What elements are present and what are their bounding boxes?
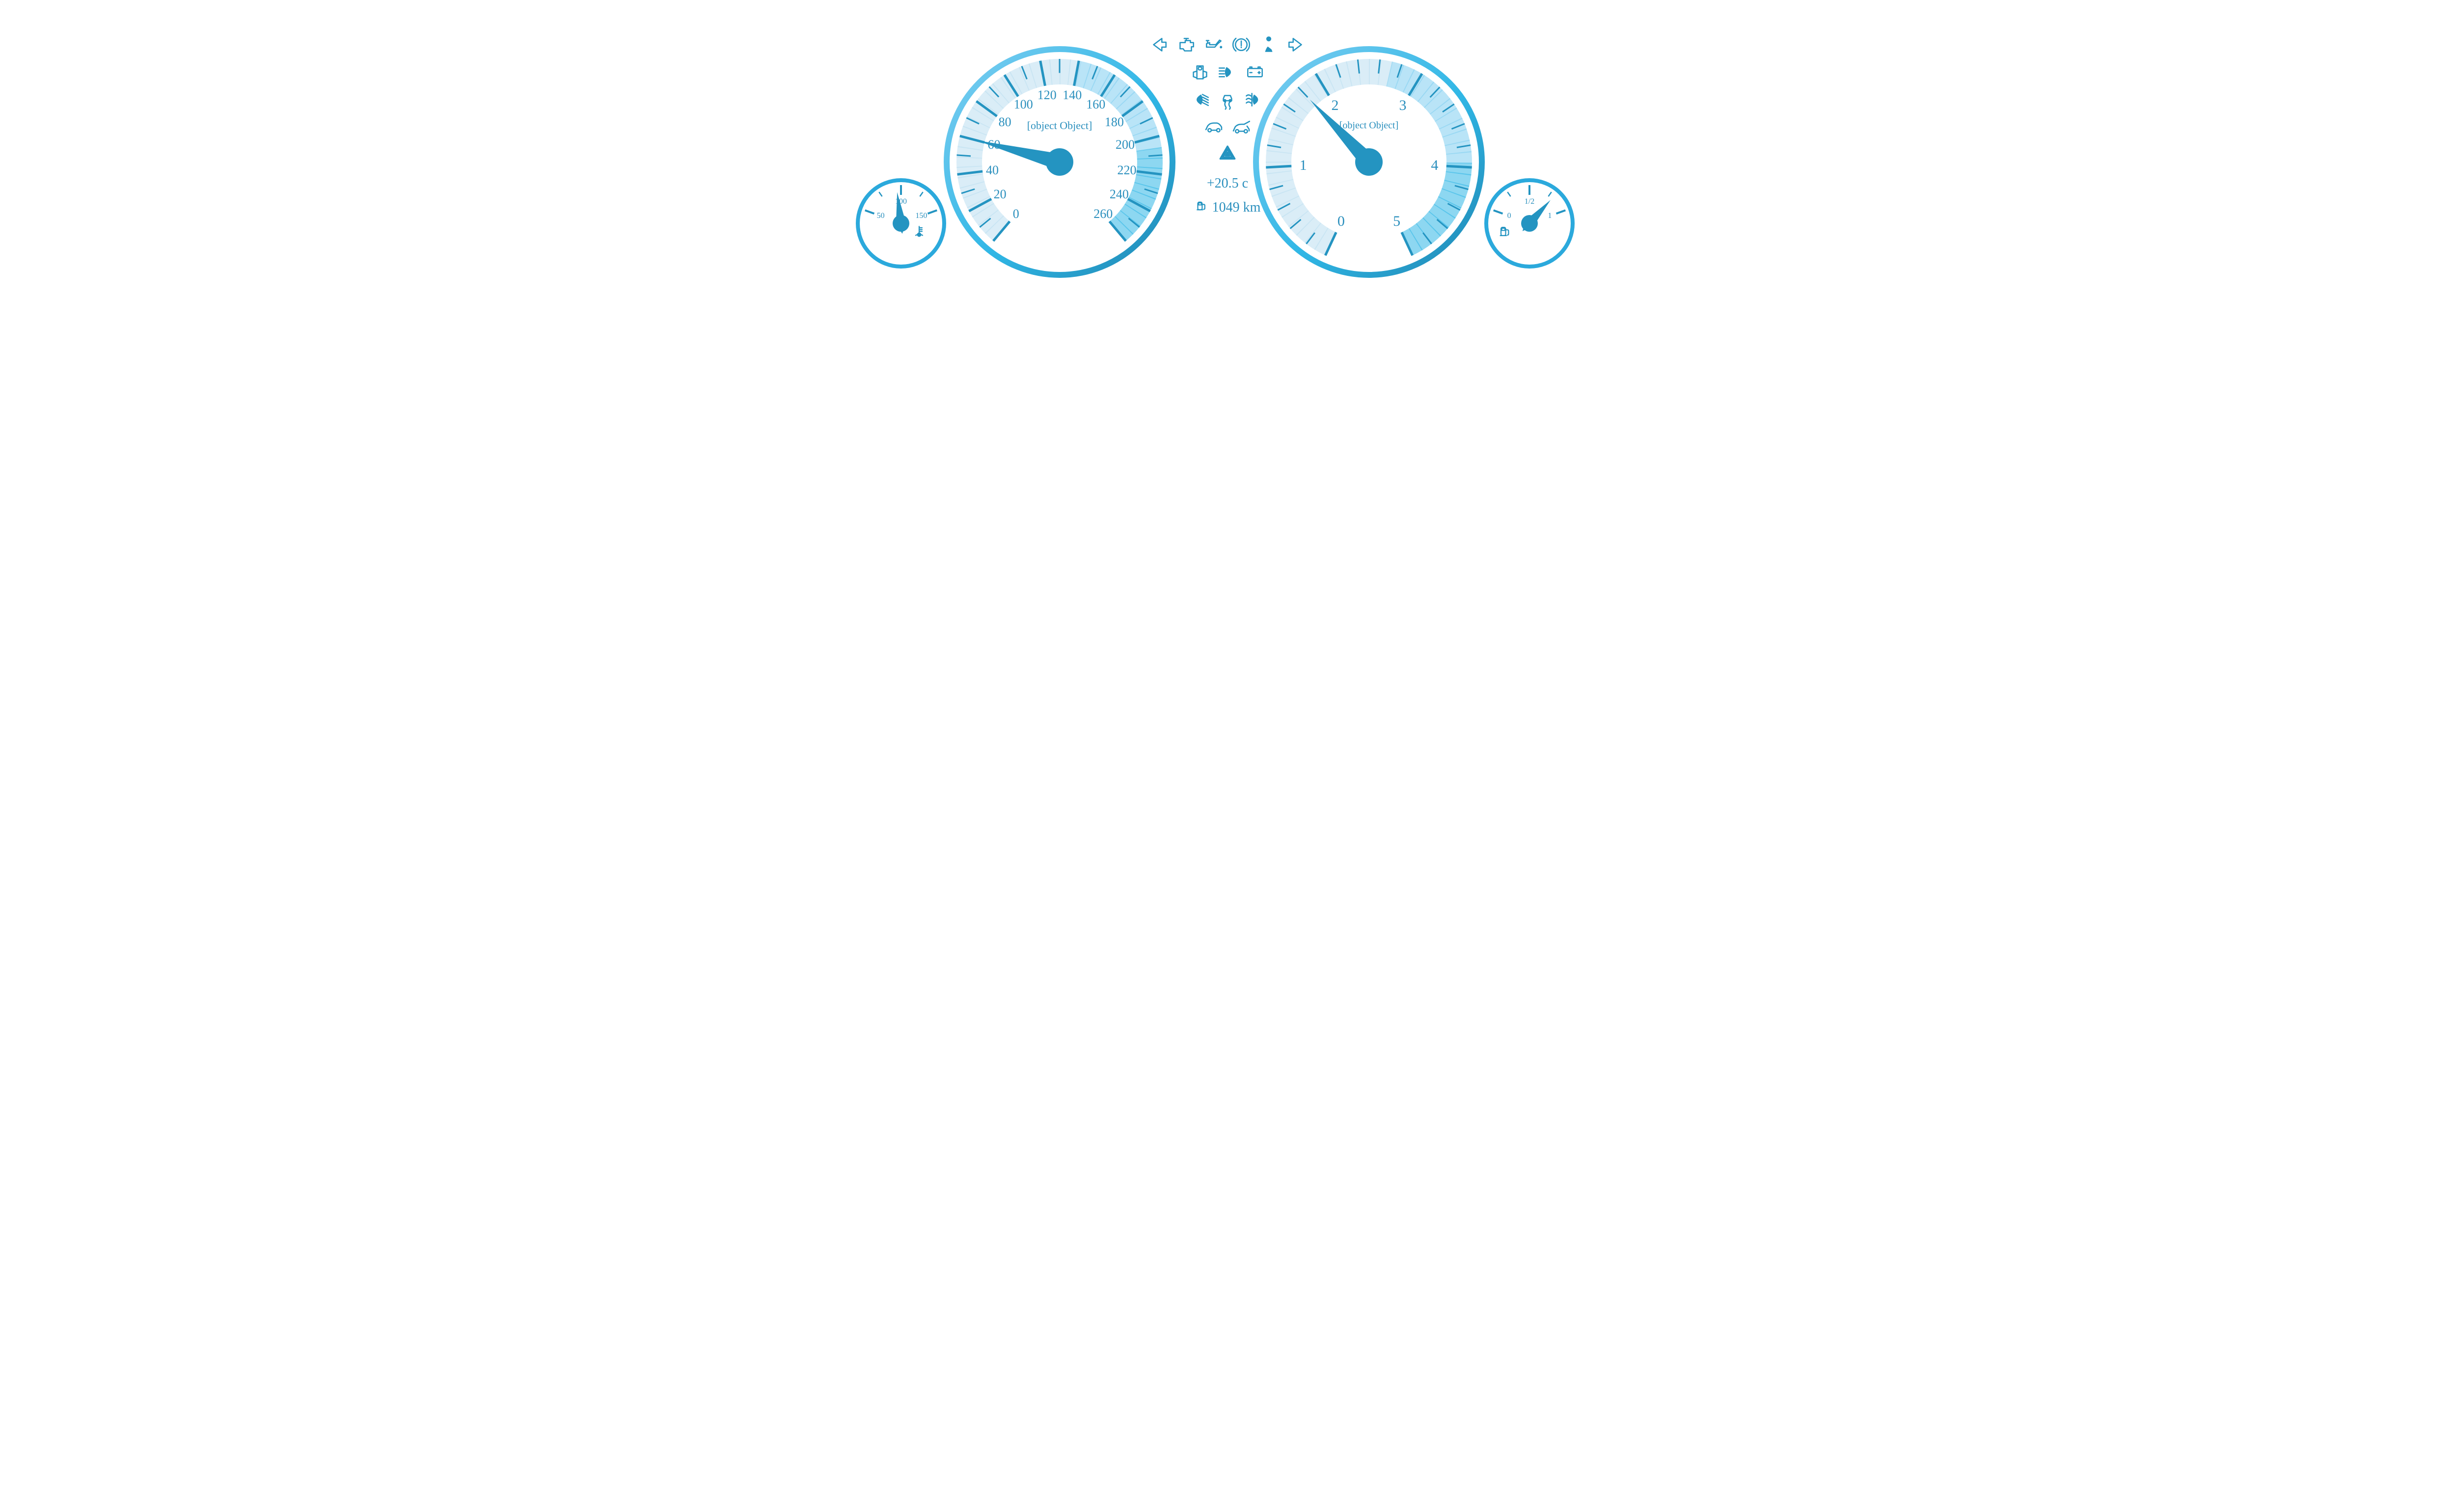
fuel-pump-icon xyxy=(1195,199,1207,216)
speedometer-gauge-label: 220 xyxy=(1117,163,1136,178)
speedometer-gauge-label: 40 xyxy=(986,163,999,178)
fog-light-icon xyxy=(1245,89,1265,110)
tachometer-gauge-unit: [object Object] xyxy=(1339,120,1399,132)
speedometer-gauge-label: 80 xyxy=(999,115,1011,130)
oil-icon xyxy=(1203,34,1224,55)
seatbelt-icon xyxy=(1258,34,1279,55)
speedometer-gauge-label: 20 xyxy=(994,187,1007,202)
door-open-icon xyxy=(1190,62,1210,82)
speedometer-gauge-label: 100 xyxy=(1014,97,1033,112)
fuel-gauge-label: 0 xyxy=(1507,212,1511,220)
fuel-gauge: 0 1/2 1 xyxy=(1481,175,1578,271)
fuel-gauge-label: 1/2 xyxy=(1525,197,1534,206)
temperature-gauge-label: 50 xyxy=(877,212,885,220)
speedometer-gauge-label: 200 xyxy=(1116,137,1135,152)
battery-icon xyxy=(1245,62,1265,82)
brake-warning-icon xyxy=(1231,34,1252,55)
fuel-gauge-label: 1 xyxy=(1548,212,1552,220)
temperature-gauge-label: 150 xyxy=(915,212,927,220)
speedometer-gauge-label: 260 xyxy=(1093,207,1113,221)
hood-open-icon xyxy=(1231,117,1252,137)
right-turn-icon xyxy=(1286,34,1307,55)
traction-control-icon xyxy=(1217,89,1238,110)
tachometer-gauge-label: 4 xyxy=(1431,157,1438,174)
speedometer-gauge-label: 120 xyxy=(1037,88,1057,103)
left-turn-icon xyxy=(1148,34,1169,55)
speedometer-gauge-label: 240 xyxy=(1110,187,1129,202)
thermometer-icon xyxy=(912,224,926,238)
range-value: 1049 km xyxy=(1212,200,1261,216)
tachometer-gauge-label: 2 xyxy=(1331,97,1338,114)
range-remaining: 1049 km xyxy=(1139,199,1316,216)
tachometer-gauge-label: 5 xyxy=(1393,213,1400,230)
fuel-pump-icon xyxy=(1498,224,1511,238)
speedometer-gauge-label: 180 xyxy=(1105,115,1124,130)
temperature-gauge-label: 100 xyxy=(895,197,907,206)
hazard-icon xyxy=(1217,144,1238,165)
check-engine-icon xyxy=(1176,34,1197,55)
speedometer-gauge-label: 140 xyxy=(1063,88,1082,103)
speedometer-gauge-label: 0 xyxy=(1013,207,1019,221)
outside-temperature: +20.5 c xyxy=(1139,176,1316,191)
warning-light-panel: +20.5 c 1049 km xyxy=(1139,34,1316,216)
tachometer-gauge-label: 3 xyxy=(1399,97,1407,114)
tachometer-gauge-label: 0 xyxy=(1337,213,1345,230)
car-outline-icon xyxy=(1203,117,1224,137)
speedometer-gauge-label: 160 xyxy=(1086,97,1105,112)
speedometer-gauge-label: 60 xyxy=(987,137,1000,152)
low-beam-icon xyxy=(1190,89,1210,110)
high-beam-icon xyxy=(1217,62,1238,82)
dashboard-cluster: 020406080100120140160180200220240260[obj… xyxy=(845,0,1610,324)
speedometer-gauge-unit: [object Object] xyxy=(1027,119,1092,132)
temperature-gauge: 50 100 150 xyxy=(853,175,949,271)
